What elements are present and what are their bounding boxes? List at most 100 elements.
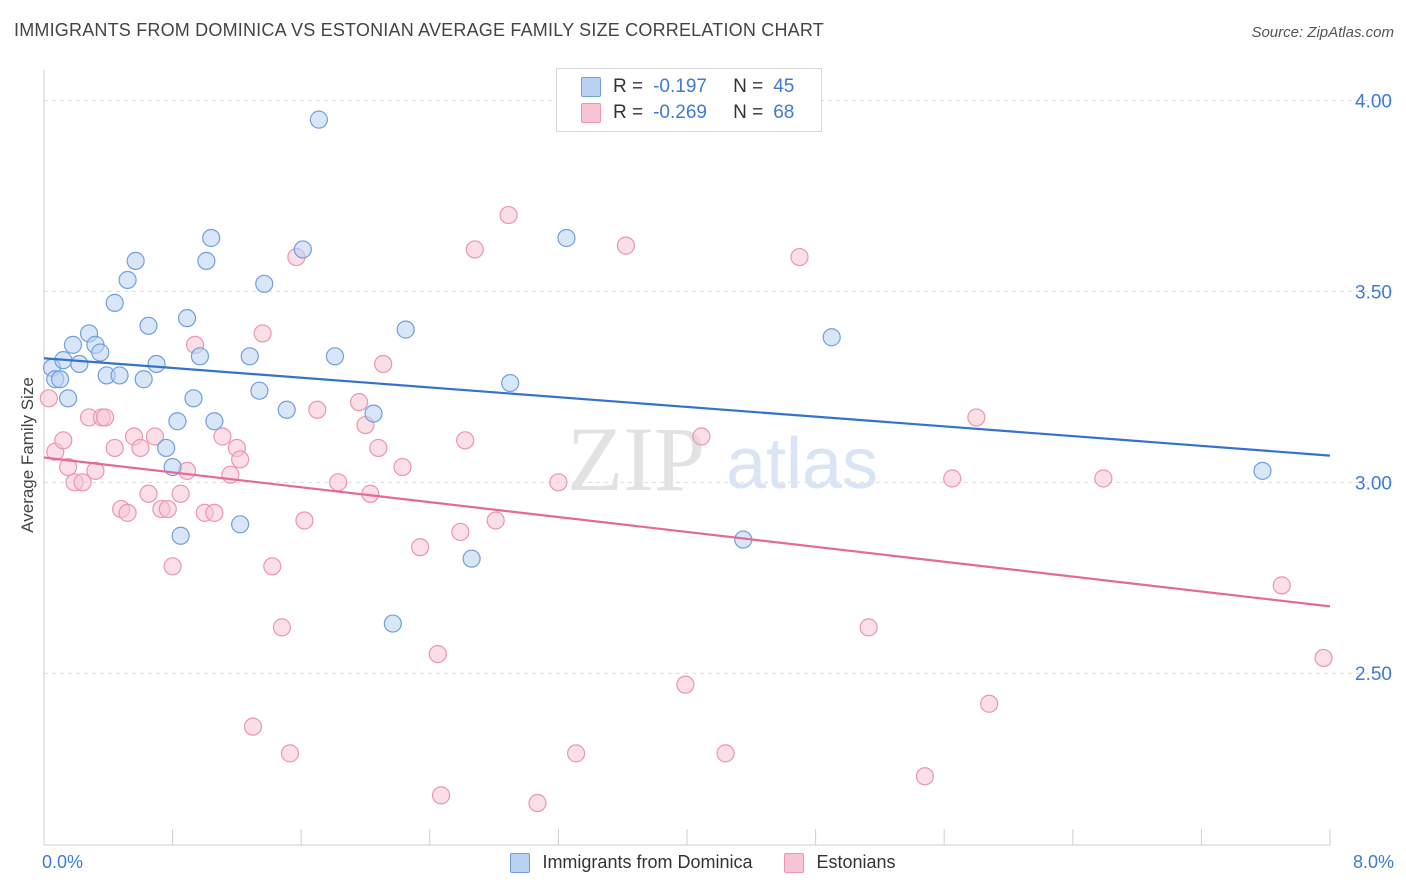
estonian-point <box>676 675 695 694</box>
source-label: Source: ZipAtlas.com <box>1251 24 1394 41</box>
estonian-point <box>915 767 935 786</box>
dominica-point <box>168 412 187 431</box>
dominica-point <box>59 389 78 408</box>
estonian-point <box>59 457 78 477</box>
legend-item-estonian[interactable]: Estonians <box>784 852 896 873</box>
estonian-point <box>980 694 999 713</box>
dominica-point <box>293 240 312 259</box>
legend-n-label: N = <box>733 102 764 123</box>
estonian-point <box>456 431 475 450</box>
estonian-point <box>118 503 137 522</box>
legend-label-estonian: Estonians <box>816 852 896 872</box>
dominica-point <box>157 438 176 458</box>
estonian-point <box>145 427 165 446</box>
legend-r-value-dominica: -0.197 <box>653 76 707 97</box>
estonian-point <box>428 645 447 664</box>
dominica-point <box>396 320 415 339</box>
estonian-point <box>54 431 73 450</box>
estonian-point <box>374 354 393 374</box>
legend-label-dominica: Immigrants from Dominica <box>542 852 753 872</box>
chart-title: IMMIGRANTS FROM DOMINICA VS ESTONIAN AVE… <box>14 20 824 40</box>
dominica-point <box>171 526 190 545</box>
dominica-point <box>255 274 274 293</box>
dominica-points <box>42 110 1272 633</box>
dominica-point <box>63 335 83 354</box>
estonian-point <box>213 427 232 446</box>
dominica-point <box>383 614 402 633</box>
legend-n-value-dominica: 45 <box>773 76 795 97</box>
estonian-point <box>1272 576 1291 595</box>
watermark-zip: ZIP <box>567 408 705 510</box>
series-legend: Immigrants from Dominica Estonians <box>0 852 1406 873</box>
dominica-point <box>231 515 250 534</box>
estonian-point <box>263 557 282 576</box>
estonian-point <box>451 522 470 542</box>
estonian-point <box>431 786 451 805</box>
dominica-point <box>197 251 216 270</box>
estonian-point <box>967 408 986 427</box>
estonian-point <box>369 438 388 458</box>
watermark-atlas: atlas <box>726 424 878 504</box>
estonian-point <box>280 744 300 763</box>
legend-swatch-dominica <box>510 852 531 873</box>
dominica-point <box>126 251 145 270</box>
dominica-point <box>184 389 203 408</box>
estonian-point <box>139 484 158 503</box>
dominica-point <box>364 404 383 423</box>
legend-swatch-dominica <box>581 77 601 97</box>
estonian-point <box>243 717 263 736</box>
estonian-point <box>231 450 250 469</box>
dominica-point <box>501 373 520 393</box>
estonian-point <box>566 744 586 763</box>
dominica-point <box>325 347 345 366</box>
estonian-point <box>105 438 124 458</box>
estonian-point <box>308 400 327 419</box>
estonian-point <box>329 473 348 492</box>
dominica-point <box>177 309 197 328</box>
dominica-point <box>190 347 210 366</box>
estonian-point <box>549 473 568 492</box>
estonian-point <box>616 236 636 255</box>
dominica-point <box>50 370 70 389</box>
legend-n-label: N = <box>733 76 764 97</box>
legend-r-value-estonian: -0.269 <box>653 102 707 123</box>
dominica-point <box>557 228 576 248</box>
legend-r-label: R = <box>613 76 644 97</box>
y-tick-labels: 4.00 3.50 3.00 2.50 <box>1355 92 1392 686</box>
estonian-point <box>1314 648 1333 668</box>
dominica-point <box>205 412 224 431</box>
y-tick-label: 4.00 <box>1355 92 1392 113</box>
dominica-point <box>309 110 328 129</box>
legend-item-dominica[interactable]: Immigrants from Dominica <box>510 852 752 873</box>
legend-row-estonian: R = -0.269 N = 68 <box>581 101 794 125</box>
legend-swatch-estonian <box>784 852 805 873</box>
grid-lines <box>44 100 1392 674</box>
dominica-point <box>1253 461 1272 480</box>
estonian-point <box>253 324 272 343</box>
dominica-point <box>91 343 110 362</box>
estonian-point <box>465 240 484 259</box>
legend-row-dominica: R = -0.197 N = 45 <box>581 75 794 99</box>
dominica-trend-line <box>43 357 1331 457</box>
estonian-point <box>411 538 430 557</box>
dominica-point <box>70 354 89 374</box>
estonian-point <box>790 247 809 267</box>
estonian-point <box>943 469 962 488</box>
estonian-point <box>39 389 58 408</box>
watermark: ZIP atlas <box>567 408 878 510</box>
dominica-point <box>147 354 166 374</box>
dominica-point <box>240 347 259 366</box>
legend-n-value-estonian: 68 <box>773 102 795 123</box>
dominica-point <box>822 328 841 347</box>
stats-legend: R = -0.197 N = 45 R = -0.269 N = 68 <box>556 68 822 132</box>
estonian-point <box>1094 469 1113 488</box>
estonian-point <box>73 473 92 492</box>
estonian-point <box>163 557 182 576</box>
estonian-point <box>295 511 314 530</box>
estonian-point <box>95 408 115 427</box>
legend-swatch-estonian <box>581 103 601 123</box>
estonian-point <box>486 511 505 530</box>
dominica-point <box>105 293 124 312</box>
estonian-point <box>131 438 150 458</box>
